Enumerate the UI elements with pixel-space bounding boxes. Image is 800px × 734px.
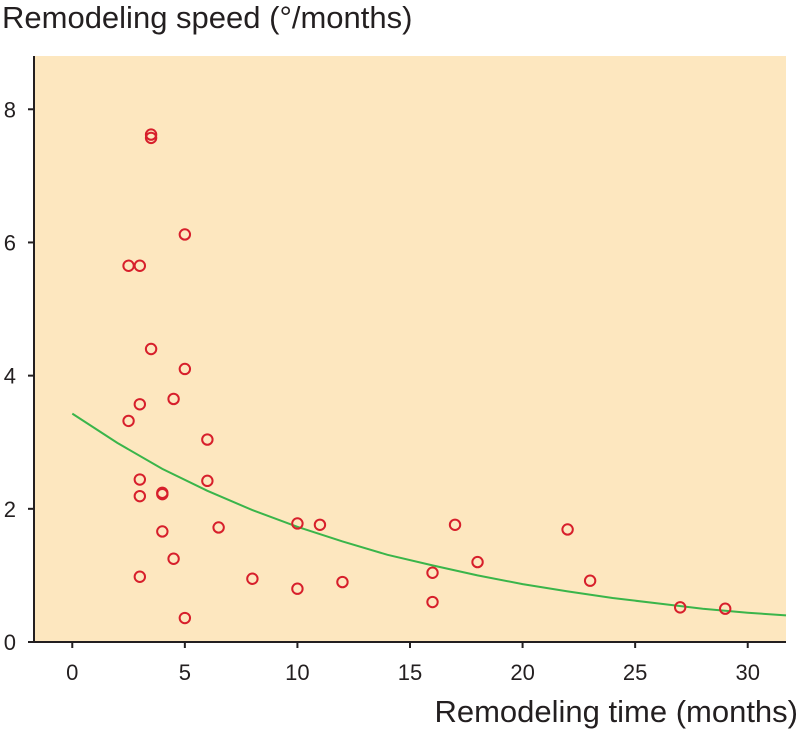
data-point (144, 131, 158, 145)
x-tick-label: 20 (510, 660, 534, 685)
data-point (201, 474, 214, 488)
y-tick-label: 8 (4, 97, 16, 122)
y-tick-label: 2 (4, 497, 16, 522)
plot-area (34, 56, 786, 642)
data-point (133, 489, 147, 503)
fit-curve (71, 412, 787, 617)
data-point (212, 521, 225, 534)
x-tick-label: 25 (623, 660, 647, 685)
data-point (133, 259, 147, 272)
data-point (156, 525, 169, 538)
data-point (336, 575, 349, 589)
data-point (178, 228, 192, 241)
data-point (178, 611, 192, 625)
y-tick-label: 0 (4, 630, 16, 655)
data-point (133, 398, 147, 411)
data-point (471, 555, 484, 569)
data-point (291, 582, 304, 595)
data-points-layer (122, 128, 732, 625)
data-point (426, 595, 439, 609)
x-tick-label: 0 (66, 660, 78, 685)
data-point (313, 518, 327, 531)
data-point (291, 517, 304, 530)
data-point (122, 414, 135, 428)
y-tick-label: 4 (4, 364, 16, 389)
data-point (426, 566, 439, 579)
data-point (448, 518, 462, 531)
data-point (167, 552, 180, 565)
y-tick-label: 6 (4, 230, 16, 255)
data-point (144, 342, 158, 356)
data-point (561, 523, 574, 536)
x-tick-label: 15 (398, 660, 422, 685)
data-point (719, 602, 732, 615)
axes-layer: 0 2 4 6 8 0 5 10 15 20 25 30 (4, 56, 786, 685)
data-point (673, 601, 687, 614)
data-point (583, 574, 597, 587)
data-point (201, 433, 214, 446)
x-tick-label: 30 (735, 660, 759, 685)
y-axis-title: Remodeling speed (°/months) (2, 0, 413, 35)
data-point (133, 570, 147, 583)
data-point (133, 473, 147, 486)
data-point (178, 362, 192, 376)
data-point (246, 572, 259, 585)
fit-curve-layer (71, 412, 787, 617)
x-tick-label: 10 (285, 660, 309, 685)
x-tick-label: 5 (179, 660, 191, 685)
data-point (156, 487, 169, 501)
x-axis-title: Remodeling time (months) (434, 694, 798, 729)
data-point (167, 392, 180, 406)
